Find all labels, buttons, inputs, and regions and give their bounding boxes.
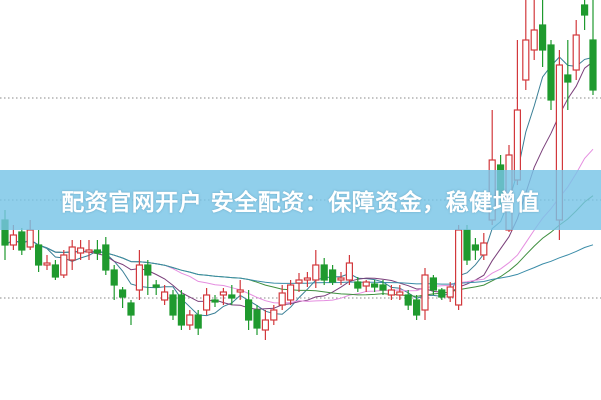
candle-down (34, 244, 43, 266)
candle-down (538, 24, 547, 51)
candle-up (85, 249, 93, 253)
candle-down (245, 299, 253, 321)
candle-up (186, 314, 194, 326)
candle-up (455, 229, 463, 306)
candle-down (110, 269, 118, 286)
candle-up (337, 277, 345, 281)
candle-down (329, 269, 337, 283)
candle-up (362, 281, 370, 287)
candle-down (152, 284, 160, 288)
candle-down (169, 294, 177, 316)
candle-down (228, 294, 236, 299)
candle-up (396, 291, 404, 296)
candle-up (203, 294, 211, 311)
candle-down (354, 281, 362, 289)
candle-up (387, 289, 395, 296)
candle-up (480, 242, 488, 256)
candle-up (60, 254, 68, 276)
candle-down (438, 289, 446, 298)
candle-down (93, 249, 102, 254)
candle-up (270, 309, 278, 321)
candle-up (76, 247, 85, 254)
candle-up (421, 274, 429, 311)
candle-up (287, 284, 295, 301)
candle-down (379, 284, 387, 291)
banner-text: 配资官网开户 安全配资：保障资金，稳健增值 (61, 190, 540, 216)
candle-up (219, 291, 227, 296)
candle-up (345, 262, 353, 281)
candle-down (177, 294, 185, 326)
candle-up (9, 234, 17, 246)
candle-up (43, 262, 51, 266)
candle-up (26, 229, 34, 248)
candle-down (580, 4, 589, 16)
candle-down (51, 264, 60, 278)
candle-down (463, 229, 471, 261)
candle-down (144, 264, 152, 276)
candle-up (572, 34, 580, 71)
candle-down (18, 231, 26, 251)
candle-up (446, 286, 454, 298)
candle-down (547, 44, 555, 101)
candle-up (312, 264, 320, 281)
candle-down (211, 299, 219, 303)
title-banner: 配资官网开户 安全配资：保障资金，稳健增值 (0, 170, 601, 230)
candle-down (371, 283, 379, 288)
candle-down (320, 264, 328, 281)
candle-down (253, 309, 261, 329)
candle-up (530, 29, 538, 51)
candle-down (413, 299, 421, 316)
candle-down (194, 314, 202, 329)
candle-up (278, 292, 286, 306)
candle-up (522, 39, 530, 81)
candle-down (429, 277, 437, 291)
candle-up (261, 319, 269, 331)
candle-up (236, 289, 244, 293)
candle-down (589, 39, 597, 91)
candle-down (564, 74, 572, 83)
candle-up (161, 291, 169, 301)
candle-up (303, 277, 311, 281)
candle-down (118, 289, 127, 298)
candle-up (295, 279, 303, 284)
candle-down (404, 294, 412, 306)
candle-down (102, 244, 110, 271)
candle-down (471, 244, 479, 251)
candle-up (135, 264, 143, 291)
candle-up (68, 246, 76, 261)
candle-down (127, 302, 135, 316)
